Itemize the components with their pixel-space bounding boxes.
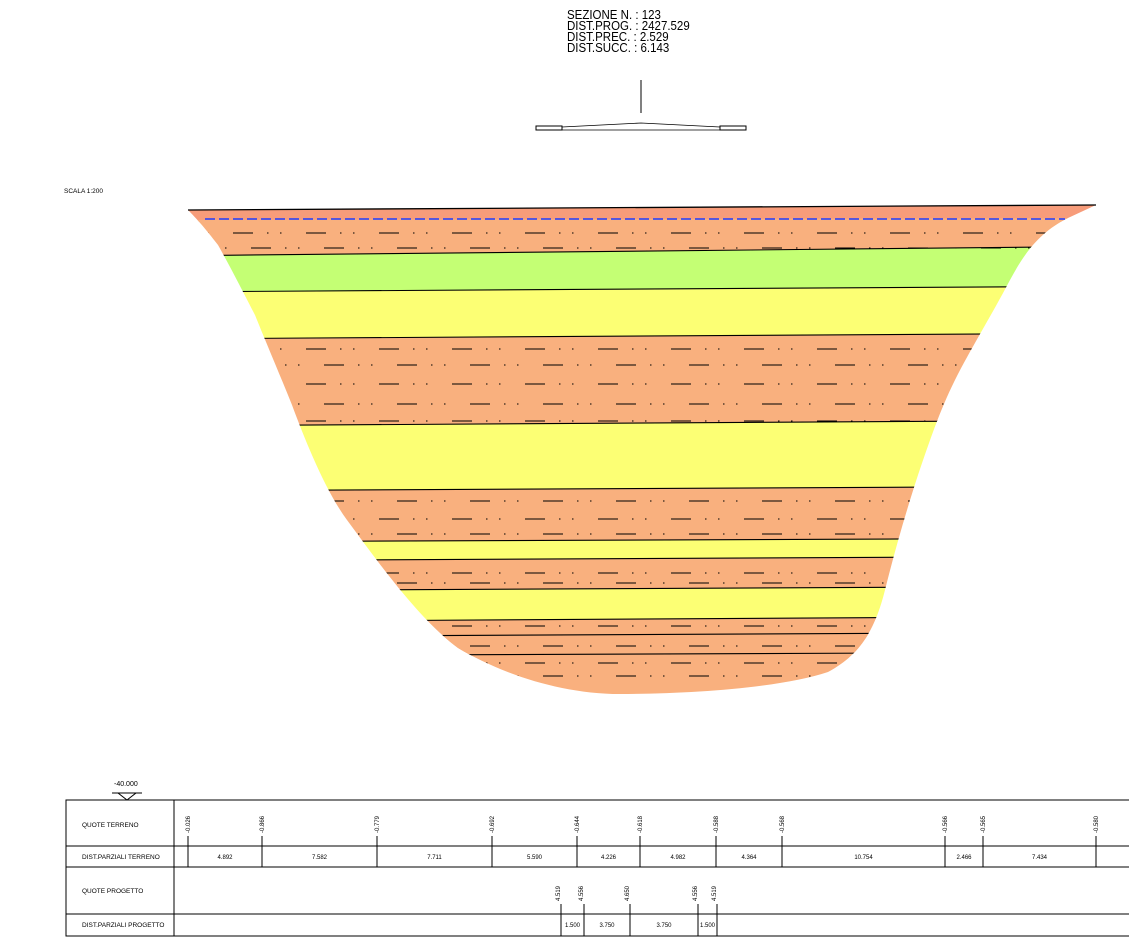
ground-surface <box>187 204 1097 220</box>
layer-clay-2 <box>188 333 1096 426</box>
previous-distance: DIST.PREC. : 2.529 <box>567 30 669 44</box>
layer-sand-3 <box>188 538 1096 561</box>
layer-sand-2 <box>188 420 1096 491</box>
next-distance: DIST.SUCC. : 6.143 <box>567 41 670 55</box>
layer-sand-5 <box>188 632 1096 656</box>
project-section-sketch <box>535 80 747 131</box>
layer-sand-4 <box>188 586 1096 622</box>
section-header: SEZIONE N. : 123 DIST.PROG. : 2427.529 D… <box>567 8 690 55</box>
layer-sand-1 <box>188 286 1096 339</box>
layer-clay-5 <box>188 616 1096 694</box>
layer-clay-4 <box>188 556 1096 591</box>
progressive-distance: DIST.PROG. : 2427.529 <box>567 19 690 33</box>
layer-silt-green <box>188 246 1096 292</box>
soil-layers <box>188 205 1096 694</box>
scale-label: SCALA 1:200 <box>64 188 104 195</box>
reference-level-marker <box>116 792 138 801</box>
section-number: SEZIONE N. : 123 <box>567 8 661 22</box>
reference-elevation: -40.000 <box>114 781 138 788</box>
layer-clay-3 <box>188 486 1096 542</box>
layer-clay-1 <box>188 218 1096 256</box>
